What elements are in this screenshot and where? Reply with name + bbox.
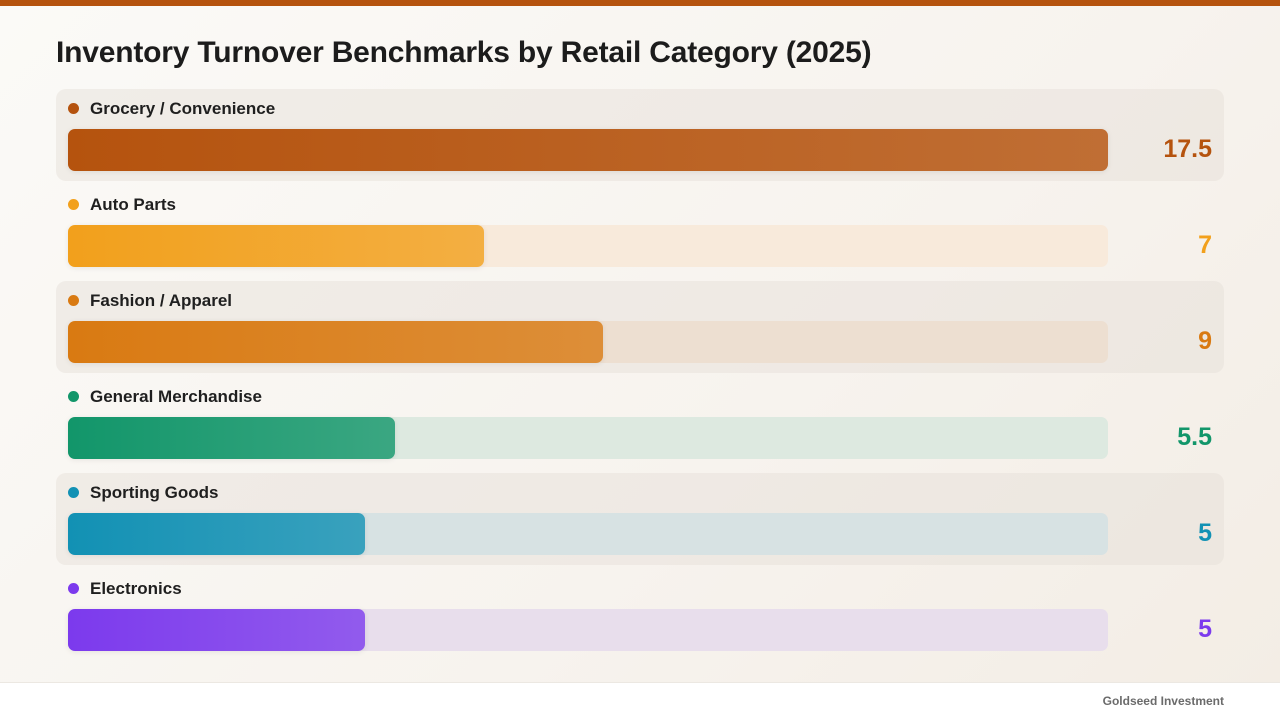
category-label: Fashion / Apparel xyxy=(90,291,233,310)
bar-row-auto-parts: Auto Parts 7 xyxy=(56,185,1224,277)
category-label: General Merchandise xyxy=(90,387,262,406)
legend-dot xyxy=(68,583,79,594)
bar-track xyxy=(68,513,1108,555)
chart-canvas: Inventory Turnover Benchmarks by Retail … xyxy=(0,6,1280,682)
value-label: 9 xyxy=(1198,327,1212,355)
bar-track xyxy=(68,609,1108,651)
bar xyxy=(68,609,365,651)
bar-track xyxy=(68,321,1108,363)
bar xyxy=(68,417,395,459)
category-label: Sporting Goods xyxy=(90,483,219,502)
bar xyxy=(68,321,603,363)
legend-dot xyxy=(68,391,79,402)
bar-track xyxy=(68,225,1108,267)
brand-label: Goldseed Investment xyxy=(1102,694,1224,708)
value-label: 17.5 xyxy=(1163,135,1212,163)
legend-dot xyxy=(68,295,79,306)
top-accent-bar xyxy=(0,0,1280,6)
value-label: 5 xyxy=(1198,615,1212,643)
bar xyxy=(68,129,1108,171)
legend-dot xyxy=(68,199,79,210)
bar-row-sporting-goods: Sporting Goods 5 xyxy=(56,473,1224,565)
category-label: Auto Parts xyxy=(90,195,176,214)
category-label: Electronics xyxy=(90,579,182,598)
chart-title: Inventory Turnover Benchmarks by Retail … xyxy=(56,36,872,69)
bar xyxy=(68,513,365,555)
legend-dot xyxy=(68,487,79,498)
value-label: 7 xyxy=(1198,231,1212,259)
value-label: 5 xyxy=(1198,519,1212,547)
bar-track xyxy=(68,417,1108,459)
bar-row-grocery-convenience: Grocery / Convenience 17.5 xyxy=(56,89,1224,181)
bar-track xyxy=(68,129,1108,171)
value-label: 5.5 xyxy=(1177,423,1212,451)
footer: Goldseed Investment xyxy=(0,682,1280,721)
bar-row-fashion-apparel: Fashion / Apparel 9 xyxy=(56,281,1224,373)
bar xyxy=(68,225,484,267)
category-label: Grocery / Convenience xyxy=(90,99,276,118)
bar-row-general-merchandise: General Merchandise 5.5 xyxy=(56,377,1224,469)
legend-dot xyxy=(68,103,79,114)
bar-row-electronics: Electronics 5 xyxy=(56,569,1224,661)
bar-rows: Grocery / Convenience 17.5 Auto Parts 7 Fash… xyxy=(56,89,1224,665)
